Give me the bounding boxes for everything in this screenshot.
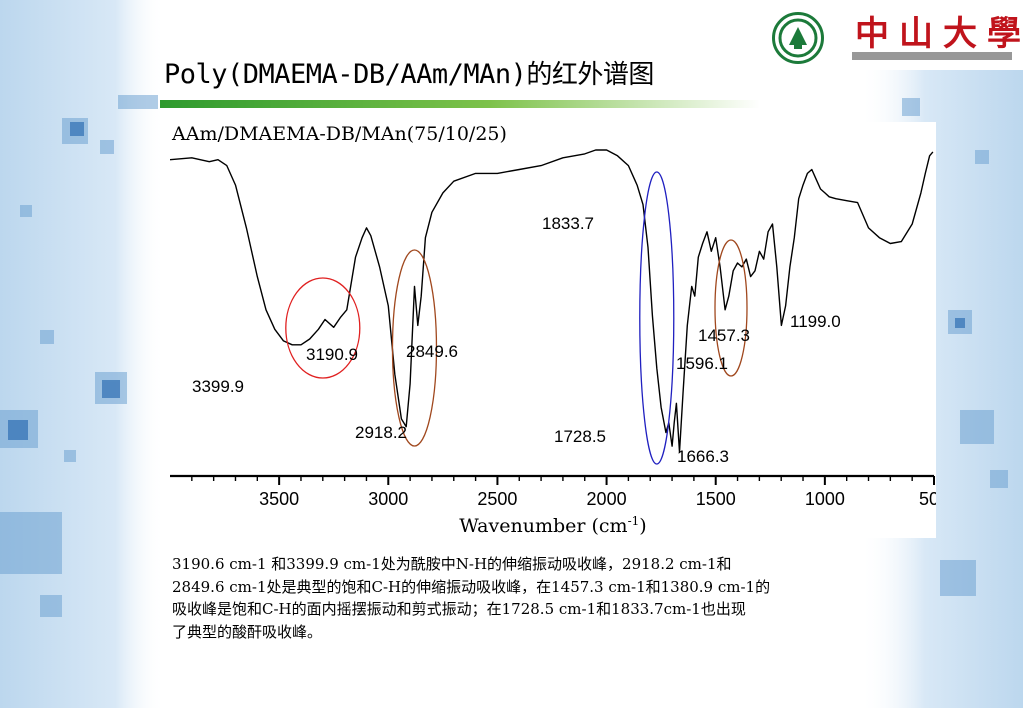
slide-title: Poly(DMAEMA-DB/AAm/MAn)的红外谱图 xyxy=(164,54,654,91)
x-tick-label: 1500 xyxy=(696,489,736,509)
university-logo-text: 中山大學 xyxy=(855,14,1023,54)
x-axis-label-text: Wavenumber (cm xyxy=(459,515,627,537)
peak-label: 1666.3 xyxy=(677,447,729,466)
peak-label: 3399.9 xyxy=(192,377,244,396)
peak-label: 2918.2 xyxy=(355,423,407,442)
highlight-circle-ch-bend xyxy=(714,239,748,377)
title-english: Poly(DMAEMA-DB/AAm/MAn) xyxy=(164,59,527,90)
x-tick-label: 2500 xyxy=(477,489,517,509)
university-logo-subtitle-icon xyxy=(852,52,1012,60)
peak-label: 1457.3 xyxy=(698,326,750,345)
chart-svg: AAm/DMAEMA-DB/MAn(75/10/25) 3500 3000 2500… xyxy=(169,123,949,537)
spectrum-description: 3190.6 cm-1 和3399.9 cm-1处为酰胺中N-H的伸缩振动吸收峰… xyxy=(172,553,932,643)
highlight-circle-ch xyxy=(391,249,438,447)
x-tick-label: 500 xyxy=(919,489,936,509)
caption-line: 3190.6 cm-1 和3399.9 cm-1处为酰胺中N-H的伸缩振动吸收峰… xyxy=(172,555,732,573)
x-tick-label: 3000 xyxy=(368,489,408,509)
spectrum-line xyxy=(169,149,934,453)
caption-line: 2849.6 cm-1处是典型的饱和C-H的伸缩振动吸收峰，在1457.3 cm… xyxy=(172,577,771,596)
title-underline-bar xyxy=(160,100,760,108)
chart-title: AAm/DMAEMA-DB/MAn(75/10/25) xyxy=(171,123,507,145)
peak-label: 1833.7 xyxy=(542,214,594,233)
ir-spectrum-chart: AAm/DMAEMA-DB/MAn(75/10/25) 3500 3000 2500… xyxy=(169,122,949,538)
x-tick-label: 1000 xyxy=(805,489,845,509)
peak-label: 1728.5 xyxy=(554,427,606,446)
peak-label: 2849.6 xyxy=(406,342,458,361)
university-emblem-icon xyxy=(772,12,824,64)
x-axis-label: Wavenumber (cm-1) xyxy=(459,514,646,537)
peak-label: 3190.9 xyxy=(306,345,358,364)
peak-label: 1199.0 xyxy=(790,312,841,331)
caption-line: 了典型的酸酐吸收峰。 xyxy=(172,622,323,641)
highlight-circle-nh xyxy=(285,277,361,379)
x-tick-label: 3500 xyxy=(259,489,299,509)
caption-line: 吸收峰是饱和C-H的面内摇摆振动和剪式振动；在1728.5 cm-1和1833.… xyxy=(172,600,746,618)
highlight-circle-anhydride xyxy=(639,171,675,465)
x-axis-label-close: ) xyxy=(639,515,646,537)
x-axis-label-sup: -1 xyxy=(628,514,640,528)
x-tick-label: 2000 xyxy=(587,489,627,509)
peak-label: 1596.1 xyxy=(676,354,728,373)
title-chinese: 的红外谱图 xyxy=(526,60,654,90)
